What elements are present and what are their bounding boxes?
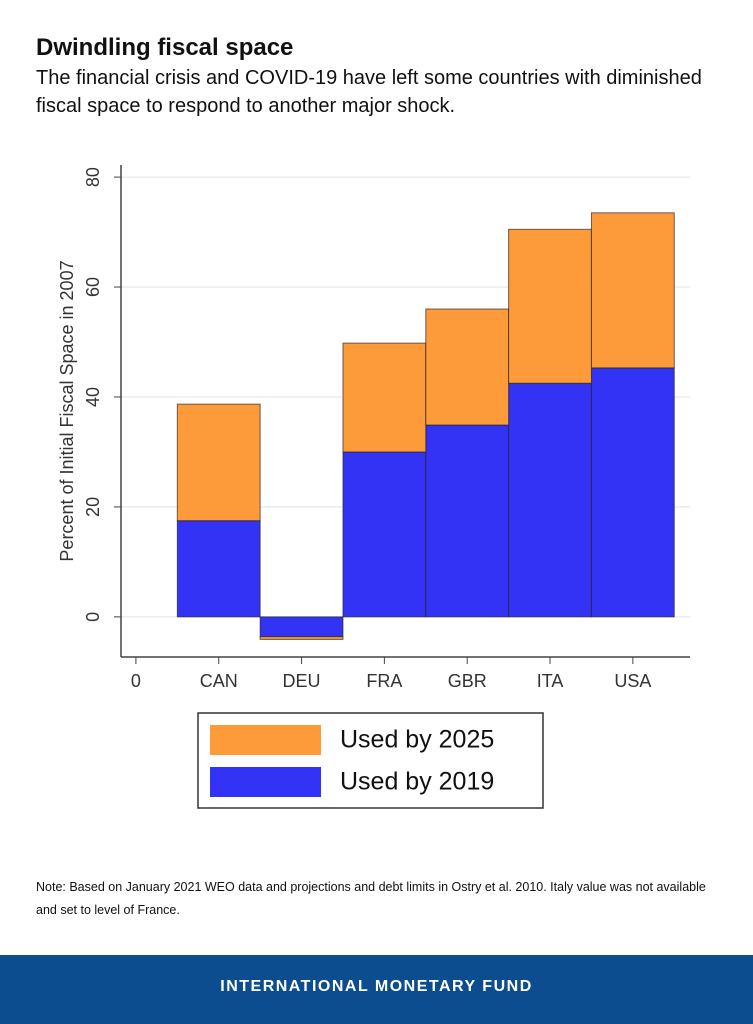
- bar: [508, 382, 592, 618]
- bar: [176, 403, 261, 522]
- bar: [176, 520, 261, 618]
- legend-label: Used by 2019: [340, 768, 494, 796]
- y-axis-label: Percent of Initial Fiscal Space in 2007: [57, 260, 77, 561]
- chart: 0 20 40 60 80 Percent of Initial Fiscal Space…: [57, 165, 690, 809]
- y-tick-label: 80: [83, 167, 103, 187]
- y-tick-label: 0: [83, 612, 103, 622]
- note: Note: Based on January 2021 WEO data and…: [36, 880, 706, 917]
- bar: [590, 367, 675, 618]
- legend-swatch: [210, 767, 321, 797]
- bar: [342, 451, 427, 618]
- bar: [259, 616, 344, 638]
- footer: INTERNATIONAL MONETARY FUND: [0, 955, 753, 1024]
- subtitle: The financial crisis and COVID-19 have l…: [36, 67, 702, 117]
- bar: [425, 424, 510, 618]
- x-tick-label: FRA: [366, 671, 402, 691]
- x-tick-label: USA: [614, 671, 651, 691]
- x-tick-label: CAN: [200, 671, 238, 691]
- bar: [425, 308, 510, 426]
- x-tick-label: GBR: [448, 671, 487, 691]
- title: Dwindling fiscal space: [36, 34, 294, 61]
- x-tick-label: DEU: [283, 671, 321, 691]
- bar: [590, 212, 675, 369]
- y-tick-label: 20: [83, 497, 103, 517]
- x-tick-label: 0: [131, 671, 141, 691]
- x-tick-label: ITA: [537, 671, 564, 691]
- y-tick-label: 60: [83, 277, 103, 297]
- bar: [259, 636, 344, 640]
- legend-swatch: [210, 725, 321, 755]
- bar: [508, 228, 592, 384]
- y-tick-label: 40: [83, 387, 103, 407]
- bar: [342, 342, 427, 453]
- legend-label: Used by 2025: [340, 726, 494, 754]
